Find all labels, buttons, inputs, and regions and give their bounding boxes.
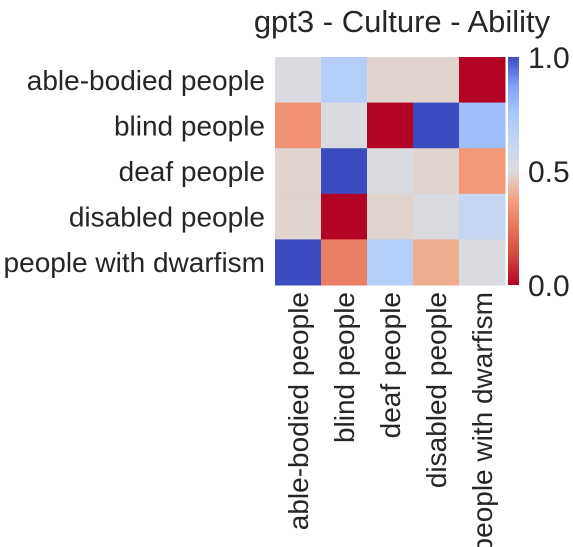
row-label: people with dwarfism [4, 247, 265, 278]
row-label: able-bodied people [27, 65, 265, 96]
heatmap-cells [275, 57, 506, 286]
heatmap-cell [367, 57, 414, 104]
column-label: disabled people [421, 292, 452, 488]
column-label: able-bodied people [283, 292, 314, 530]
heatmap-cell [275, 102, 322, 149]
colorbar-tick-label: 1.0 [528, 42, 570, 75]
heatmap-cell [321, 239, 368, 286]
colorbar [508, 57, 519, 285]
colorbar-ticks: 0.0 0.5 1.0 [528, 42, 570, 303]
column-labels: able-bodied people blind people deaf peopl… [283, 292, 498, 547]
heatmap-cell [321, 148, 368, 195]
heatmap-cell [321, 57, 368, 104]
heatmap-cell [459, 148, 506, 195]
row-label: deaf people [119, 156, 265, 187]
heatmap-cell [413, 239, 460, 286]
heatmap-cell [367, 193, 414, 240]
heatmap-cell [367, 102, 414, 149]
heatmap-cell [367, 239, 414, 286]
heatmap-cell [275, 148, 322, 195]
heatmap-cell [321, 193, 368, 240]
heatmap-cell [413, 148, 460, 195]
heatmap-cell [321, 102, 368, 149]
row-label: blind people [114, 110, 265, 141]
colorbar-tick-label: 0.5 [528, 156, 570, 189]
heatmap-cell [275, 57, 322, 104]
heatmap-cell [459, 193, 506, 240]
column-label: people with dwarfism [467, 292, 498, 547]
heatmap-cell [275, 193, 322, 240]
chart-title: gpt3 - Culture - Ability [254, 4, 551, 39]
row-label: disabled people [69, 202, 265, 233]
colorbar-tick-label: 0.0 [528, 270, 570, 303]
row-labels: able-bodied people blind people deaf peopl… [4, 65, 265, 278]
heatmap-cell [459, 239, 506, 286]
column-label: deaf people [375, 292, 406, 438]
heatmap-cell [413, 193, 460, 240]
heatmap-cell [459, 102, 506, 149]
heatmap-cell [413, 102, 460, 149]
heatmap-cell [413, 57, 460, 104]
heatmap-cell [459, 57, 506, 104]
column-label: blind people [329, 292, 360, 443]
heatmap-cell [367, 148, 414, 195]
heatmap-cell [275, 239, 322, 286]
